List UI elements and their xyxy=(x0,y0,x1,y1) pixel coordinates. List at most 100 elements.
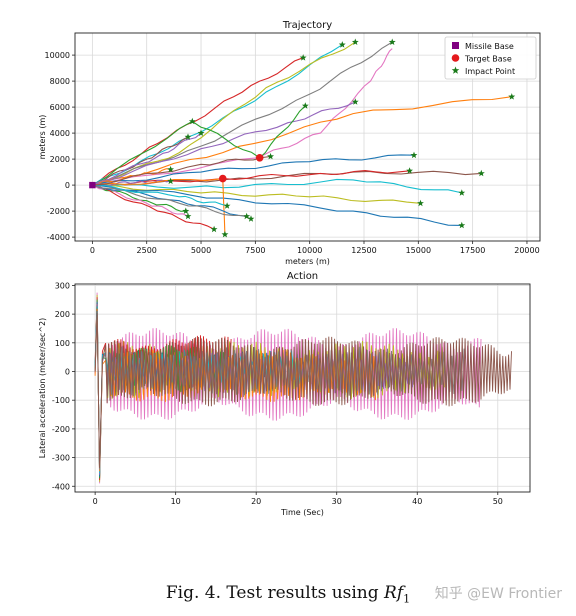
trajectory-chart: 0 2500 5000 7500 10000 12500 15000 17500 20000-4… xyxy=(38,20,541,266)
target-base-1 xyxy=(218,174,227,183)
legend-marker-impact-point xyxy=(451,66,460,74)
act-xtick-label: 0 xyxy=(93,497,98,506)
impact-point-23 xyxy=(223,202,231,209)
traj-ytick-label: 0 xyxy=(65,181,70,190)
traj-series-20 xyxy=(92,184,215,230)
act-frame xyxy=(74,283,531,493)
caption-text: Fig. 4. Test results using xyxy=(165,583,385,603)
caption-symbol: Rf xyxy=(384,583,404,603)
impact-point-13 xyxy=(188,117,196,125)
watermark: 知乎 @EW Frontier xyxy=(434,586,562,602)
traj-series-7 xyxy=(92,101,356,186)
impact-point-25 xyxy=(197,129,205,136)
act-xlabel: Time (Sec) xyxy=(280,508,324,517)
act-series-group xyxy=(94,292,512,484)
traj-xtick-label: 12500 xyxy=(351,246,376,255)
impact-point-17 xyxy=(182,207,190,214)
impact-point-9 xyxy=(406,167,413,174)
traj-ytick-label: 8000 xyxy=(50,77,70,86)
impact-point-8 xyxy=(477,169,485,177)
impact-point-7 xyxy=(410,151,418,159)
traj-series-14 xyxy=(92,184,462,226)
traj-series-26 xyxy=(92,155,271,186)
traj-legend: Missile Base Target Base Impact Point xyxy=(444,36,537,80)
traj-series-15 xyxy=(92,136,189,186)
traj-series-5 xyxy=(92,48,393,186)
impact-point-18 xyxy=(184,212,192,220)
impact-point-4 xyxy=(388,38,396,45)
legend-entry-2: Target Base xyxy=(464,55,512,64)
caption-subscript: 1 xyxy=(403,592,411,606)
traj-series-4 xyxy=(92,41,393,186)
act-ylabel: Lateral acceleration (meter/sec^2) xyxy=(38,318,47,458)
impact-point-24 xyxy=(301,102,309,109)
traj-series-25 xyxy=(92,132,202,186)
traj-series-12 xyxy=(92,178,462,194)
impact-point-3 xyxy=(351,38,359,45)
act-xtick-label: 30 xyxy=(332,497,342,506)
traj-title: Trajectory xyxy=(282,20,332,31)
traj-xtick-label: 7500 xyxy=(245,246,265,255)
traj-ytick-label: 10000 xyxy=(45,51,70,60)
impact-point-11 xyxy=(417,199,424,207)
traj-series-2 xyxy=(92,44,343,186)
act-xtick-label: 40 xyxy=(412,497,422,506)
traj-ylabel: meters (m) xyxy=(38,115,47,160)
act-ytick-label: -100 xyxy=(52,396,70,405)
traj-ytick-label: 2000 xyxy=(50,155,70,164)
impact-point-12 xyxy=(458,221,466,229)
traj-series-11 xyxy=(92,170,410,187)
legend-entry-3: Impact Point xyxy=(465,67,515,76)
impact-point-10 xyxy=(458,189,466,196)
act-ytick-label: 0 xyxy=(65,368,70,377)
traj-series-24 xyxy=(92,184,228,207)
act-ytick-label: -200 xyxy=(52,425,70,434)
legend-marker-target-base xyxy=(451,54,460,62)
legend-marker-missile-base xyxy=(452,42,459,49)
traj-xlabel: meters (m) xyxy=(285,257,330,266)
missile-base-1 xyxy=(89,181,96,189)
act-xtick-label: 20 xyxy=(251,497,261,506)
traj-xtick-label: 5000 xyxy=(191,246,211,255)
traj-ytick-label: -2000 xyxy=(47,207,70,216)
target-base-2 xyxy=(255,154,264,162)
traj-series-1 xyxy=(92,57,304,186)
impact-point-19 xyxy=(210,225,218,233)
traj-series-group xyxy=(89,38,516,238)
impact-point-15 xyxy=(167,165,174,173)
legend-entry-1: Missile Base xyxy=(465,42,514,51)
action-chart: 0 10 20 30 40 50 -400 -300 -200 -100 0 100 200 300 Act… xyxy=(38,271,531,517)
legend-box xyxy=(444,36,537,80)
impact-point-22 xyxy=(247,215,255,222)
traj-xtick-label: 0 xyxy=(90,246,95,255)
figure: 0 2500 5000 7500 10000 12500 15000 17500 20000-4… xyxy=(38,20,541,517)
traj-ytick-label: -4000 xyxy=(47,233,70,242)
impact-point-16 xyxy=(167,177,174,185)
traj-frame xyxy=(74,32,541,242)
traj-xtick-label: 10000 xyxy=(297,246,322,255)
impact-point-14 xyxy=(184,133,192,140)
traj-xtick-label: 15000 xyxy=(406,246,431,255)
impact-point-1 xyxy=(299,54,307,61)
traj-ytick-label: 4000 xyxy=(50,129,70,138)
impact-point-5 xyxy=(351,98,359,105)
act-xtick-label: 10 xyxy=(171,497,181,506)
traj-xtick-label: 20000 xyxy=(514,246,539,255)
impact-point-6 xyxy=(508,93,516,100)
traj-ytick-label: 6000 xyxy=(50,103,70,112)
traj-series-6 xyxy=(92,96,512,186)
impact-point-2 xyxy=(338,41,346,48)
impact-point-26 xyxy=(267,152,274,160)
traj-xtick-label: 2500 xyxy=(137,246,157,255)
act-ytick-label: -300 xyxy=(52,454,70,463)
traj-xtick-label: 17500 xyxy=(460,246,485,255)
act-ytick-label: 100 xyxy=(55,339,70,348)
traj-series-8 xyxy=(92,105,306,186)
impact-point-21 xyxy=(243,212,251,220)
figure-caption: Fig. 4. Test results using Rf1 xyxy=(0,583,576,605)
act-title: Action xyxy=(287,271,318,282)
act-series-10 xyxy=(94,313,512,468)
act-xtick-label: 50 xyxy=(493,497,503,506)
traj-series-9 xyxy=(92,154,415,186)
act-ytick-label: 300 xyxy=(55,281,70,290)
